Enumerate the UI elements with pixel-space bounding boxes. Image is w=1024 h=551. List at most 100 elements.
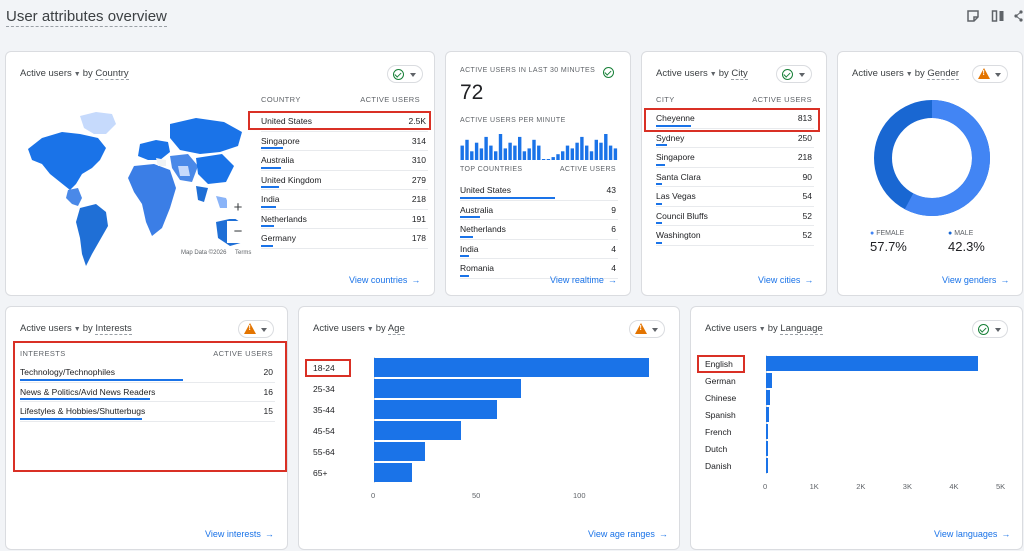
metric-selector[interactable]: Active users	[20, 323, 72, 334]
minute-bar[interactable]	[470, 151, 474, 160]
map-terms-link[interactable]: Terms	[235, 250, 252, 256]
bar[interactable]	[766, 458, 768, 473]
bar[interactable]	[374, 400, 498, 419]
table-row[interactable]: News & Politics/Avid News Readers 16	[20, 383, 275, 402]
zoom-in-button[interactable]: +	[227, 197, 249, 219]
gender-donut-chart[interactable]	[872, 98, 992, 218]
metric-selector[interactable]: Active users	[656, 68, 708, 79]
minute-bar[interactable]	[522, 151, 527, 160]
table-row[interactable]: Romania 4	[460, 259, 618, 279]
bar[interactable]	[374, 442, 425, 461]
minute-bar[interactable]	[494, 151, 498, 160]
dimension-selector[interactable]: Age	[387, 323, 405, 335]
minute-bar[interactable]	[561, 151, 565, 160]
world-map[interactable]	[20, 104, 252, 294]
insight-chip[interactable]	[387, 65, 423, 83]
insight-chip[interactable]	[238, 320, 274, 338]
minute-bar[interactable]	[585, 145, 589, 160]
table-row[interactable]: Germany 178	[261, 229, 428, 249]
bar[interactable]	[766, 356, 979, 371]
bar[interactable]	[374, 463, 413, 482]
table-row[interactable]: United Kingdom 279	[261, 171, 428, 190]
table-row[interactable]: Sydney 250	[656, 129, 814, 148]
bar[interactable]	[766, 441, 768, 456]
minute-bar[interactable]	[541, 159, 546, 160]
zoom-out-button[interactable]: −	[227, 221, 249, 243]
metric-selector[interactable]: Active users	[20, 68, 72, 79]
note-icon[interactable]	[966, 9, 980, 23]
caret-icon[interactable]: ▼	[905, 71, 913, 78]
metric-selector[interactable]: Active users	[313, 323, 365, 334]
bar[interactable]	[374, 358, 649, 377]
minute-bar[interactable]	[508, 142, 512, 160]
minute-bar[interactable]	[594, 139, 598, 160]
bar[interactable]	[374, 421, 461, 440]
minute-bar[interactable]	[479, 148, 484, 160]
minute-bar[interactable]	[580, 136, 584, 160]
minute-bar[interactable]	[556, 154, 560, 160]
view-languages-link[interactable]: View languages →	[934, 529, 1011, 539]
table-row[interactable]: Netherlands 6	[460, 220, 618, 240]
table-row[interactable]: Singapore 314	[261, 132, 428, 151]
minute-bar[interactable]	[570, 148, 574, 160]
table-row[interactable]: Santa Clara 90	[656, 168, 814, 187]
table-row[interactable]: Washington 52	[656, 226, 814, 246]
table-row[interactable]: Netherlands 191	[261, 210, 428, 229]
insight-chip[interactable]	[972, 65, 1008, 83]
metric-selector[interactable]: Active users	[852, 68, 904, 79]
per-minute-chart[interactable]	[460, 130, 618, 160]
minute-bar[interactable]	[513, 145, 517, 160]
insight-chip[interactable]	[972, 320, 1008, 338]
dimension-selector[interactable]: City	[731, 68, 748, 80]
minute-bar[interactable]	[565, 145, 570, 160]
table-row[interactable]: United States 2.5K	[261, 112, 428, 132]
minute-bar[interactable]	[575, 142, 579, 160]
minute-bar[interactable]	[460, 145, 464, 160]
view-genders-link[interactable]: View genders →	[942, 275, 1010, 285]
minute-bar[interactable]	[599, 142, 603, 160]
view-realtime-link[interactable]: View realtime →	[550, 275, 617, 285]
caret-icon[interactable]: ▼	[758, 326, 766, 333]
share-icon[interactable]	[1014, 9, 1024, 23]
minute-bar[interactable]	[527, 148, 531, 160]
view-age-ranges-link[interactable]: View age ranges →	[588, 529, 668, 539]
table-row[interactable]: Technology/Technophiles 20	[20, 363, 275, 383]
dimension-selector[interactable]: Country	[95, 68, 129, 80]
insight-chip[interactable]	[629, 320, 665, 338]
table-row[interactable]: Australia 9	[460, 201, 618, 220]
metric-selector[interactable]: Active users	[705, 323, 757, 334]
minute-bar[interactable]	[532, 139, 536, 160]
minute-bar[interactable]	[465, 139, 469, 160]
table-row[interactable]: United States 43	[460, 181, 618, 201]
minute-bar[interactable]	[546, 159, 551, 160]
minute-bar[interactable]	[604, 134, 608, 160]
minute-bar[interactable]	[498, 134, 503, 160]
table-row[interactable]: Las Vegas 54	[656, 187, 814, 207]
table-row[interactable]: Cheyenne 813	[656, 109, 814, 129]
minute-bar[interactable]	[474, 142, 479, 160]
minute-bar[interactable]	[608, 145, 613, 160]
dimension-selector[interactable]: Language	[780, 323, 823, 335]
donut-segment-female[interactable]	[874, 100, 990, 216]
minute-bar[interactable]	[518, 136, 522, 160]
caret-icon[interactable]: ▼	[73, 71, 81, 78]
minute-bar[interactable]	[613, 148, 618, 160]
bar[interactable]	[766, 373, 772, 388]
insight-chip[interactable]	[598, 64, 618, 82]
minute-bar[interactable]	[503, 148, 507, 160]
table-row[interactable]: India 218	[261, 190, 428, 210]
caret-icon[interactable]: ▼	[73, 326, 81, 333]
view-interests-link[interactable]: View interests →	[205, 529, 274, 539]
table-row[interactable]: Singapore 218	[656, 148, 814, 168]
table-row[interactable]: Australia 310	[261, 151, 428, 171]
view-countries-link[interactable]: View countries →	[349, 275, 421, 285]
insight-chip[interactable]	[776, 65, 812, 83]
bar[interactable]	[374, 379, 522, 398]
table-row[interactable]: Lifestyles & Hobbies/Shutterbugs 15	[20, 402, 275, 422]
bar[interactable]	[766, 390, 771, 405]
bar[interactable]	[766, 424, 768, 439]
view-cities-link[interactable]: View cities →	[758, 275, 814, 285]
minute-bar[interactable]	[537, 145, 541, 160]
minute-bar[interactable]	[489, 145, 493, 160]
minute-bar[interactable]	[589, 151, 594, 160]
